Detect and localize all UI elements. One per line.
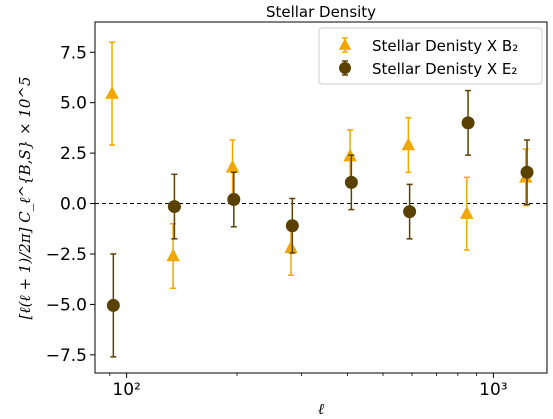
data-point-e2: [167, 200, 181, 214]
y-tick-label: −7.5: [46, 346, 87, 366]
legend-marker-b2: [338, 37, 352, 53]
data-point-e2: [520, 165, 534, 179]
legend: Stellar Denisty X B₂ Stellar Denisty X E…: [318, 27, 543, 85]
x-tick-label: 10³: [479, 380, 507, 400]
legend-label-b2: Stellar Denisty X B₂: [372, 37, 518, 55]
data-point-e2: [344, 175, 358, 189]
y-tick-label: 0.0: [60, 195, 87, 215]
data-point-e2: [106, 298, 120, 312]
data-point-b2: [401, 137, 416, 151]
chart-title: Stellar Density: [266, 3, 376, 21]
data-point-e2: [403, 205, 417, 219]
y-tick-label: −5.0: [46, 295, 87, 315]
legend-box: [318, 27, 543, 85]
x-tick-label: 10²: [112, 380, 140, 400]
data-point-b2: [460, 206, 474, 219]
data-point-b2: [166, 248, 180, 262]
y-axis-label: [ℓ(ℓ + 1)/2π] C_ℓ^{B,S} × 10^5: [16, 76, 34, 319]
y-tick-label: 5.0: [60, 94, 87, 114]
y-tick-label: −2.5: [46, 245, 87, 265]
y-tick-label: 2.5: [60, 144, 87, 164]
legend-marker-e2: [339, 60, 351, 76]
data-point-b2: [284, 240, 298, 254]
data-point-e2: [461, 116, 475, 130]
data-point-b2: [225, 159, 240, 173]
data-point-e2: [285, 219, 299, 233]
data-point-b2: [105, 86, 119, 99]
x-axis-label: ℓ: [318, 400, 324, 418]
y-tick-label: 7.5: [60, 43, 87, 63]
data-point-e2: [227, 193, 241, 207]
legend-label-e2: Stellar Denisty X E₂: [372, 60, 517, 78]
legend-circle-marker: [339, 62, 351, 74]
legend-triangle-marker: [338, 38, 352, 50]
